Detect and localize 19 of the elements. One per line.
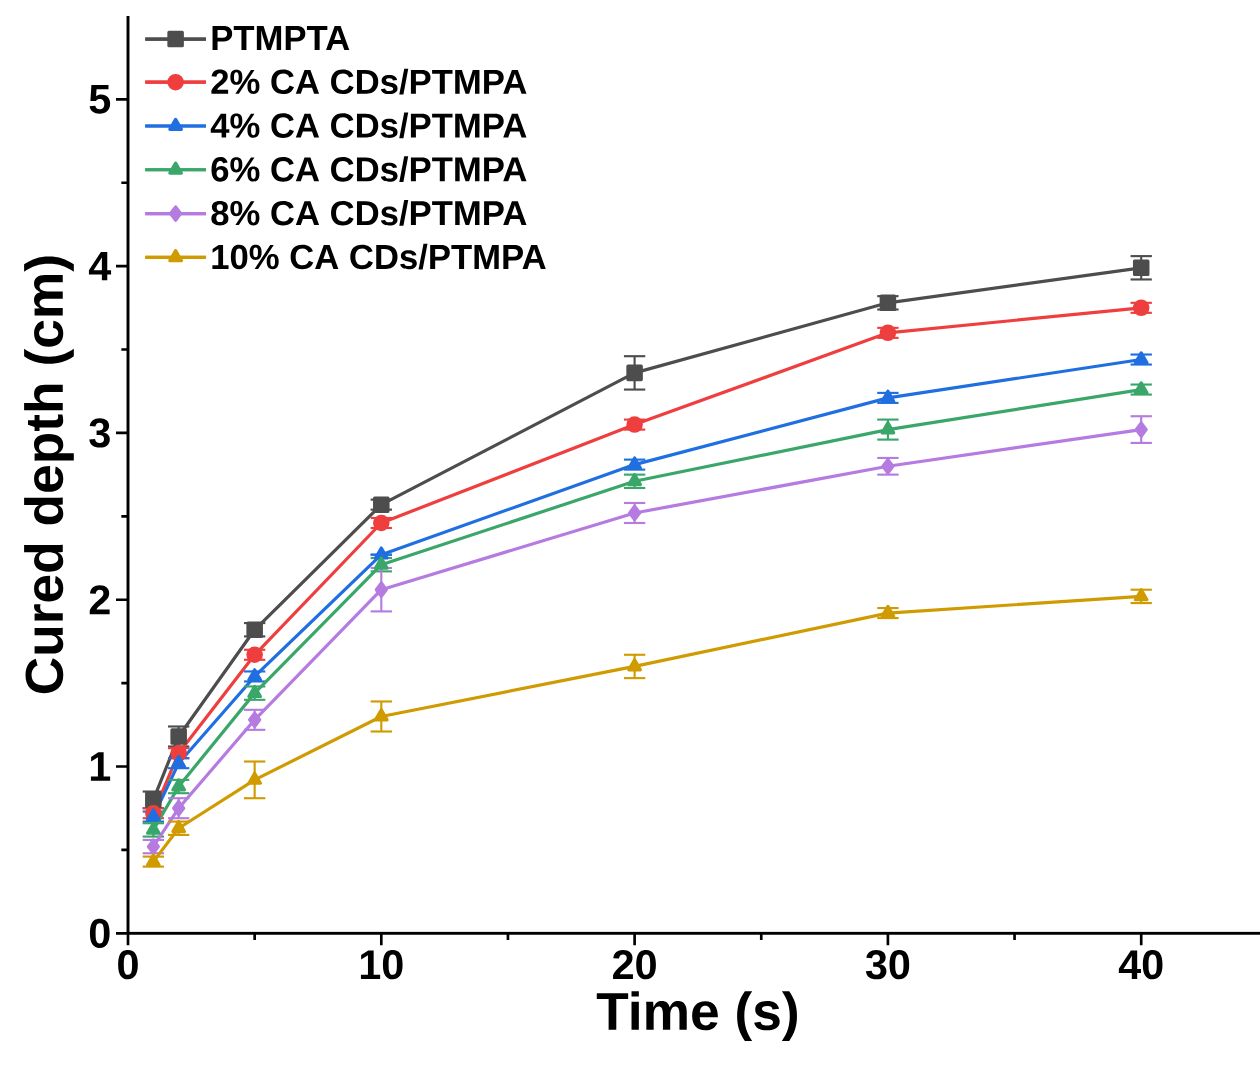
legend-label: 6% CA CDs/PTMPA [211,156,527,183]
legend-label: 2% CA CDs/PTMPA [211,68,527,95]
x-tick-label: 0 [118,950,138,980]
y-tick-label: 0 [89,918,110,949]
legend-label: 4% CA CDs/PTMPA [210,112,527,139]
y-tick-label: 3 [89,418,110,448]
y-tick-label: 5 [89,85,111,114]
x-tick-label: 10 [360,950,403,980]
y-tick-label: 1 [90,752,111,781]
x-axis-title: Time (s) [596,991,797,1042]
y-tick-label: 4 [88,252,112,281]
x-tick-label: 20 [613,950,656,980]
y-axis-title: Cured depth (cm) [24,256,74,694]
legend-label: 8% CA CDs/PTMPA [211,200,527,226]
y-tick-label: 2 [89,585,110,615]
legend-label: PTMPTA [212,26,350,51]
x-tick-label: 30 [865,950,910,980]
legend-label: 10% CA CDs/PTMPA [212,243,546,270]
x-tick-label: 40 [1118,950,1163,980]
